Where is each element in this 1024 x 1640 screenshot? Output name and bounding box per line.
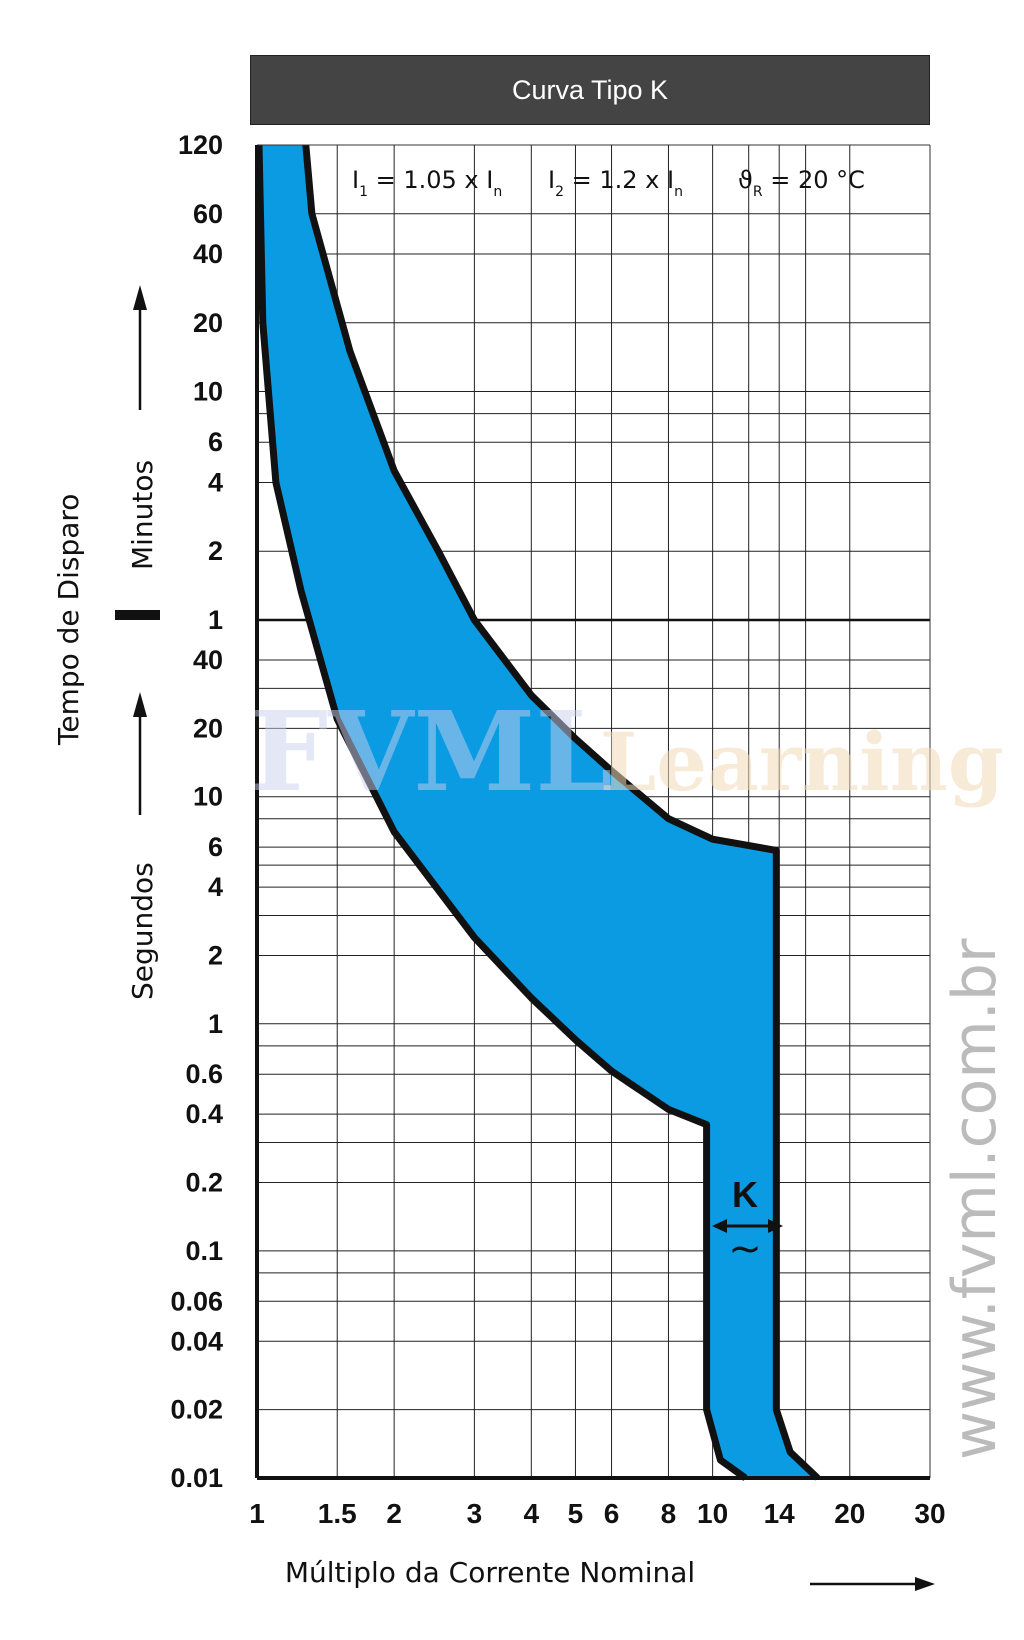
- y-tick-label-seconds: 40: [193, 645, 223, 675]
- x-tick-label: 1: [249, 1498, 265, 1529]
- y-tick-label-seconds: 10: [193, 782, 223, 812]
- watermark-url: www.fvml.com.br: [940, 938, 1010, 1460]
- y-tick-label-minutes: 120: [178, 130, 223, 160]
- lower-trip-curve: [255, 144, 748, 1481]
- trip-band-fill: [259, 145, 818, 1478]
- y-tick-label-seconds: 6: [208, 832, 223, 862]
- x-tick-label: 1.5: [318, 1498, 357, 1529]
- band-width-arrow: [712, 1219, 783, 1233]
- y-tick-labels: 120 60 40 20 10 6 4 2 1 40 20 10 6 4 2 1 0.6 0.4 0.2 0.1 0.0…: [170, 130, 223, 1493]
- watermark-logo-main: FVML: [250, 687, 613, 816]
- x-right-arrow: [810, 1577, 935, 1591]
- y-tick-label-seconds: 0.4: [185, 1099, 223, 1129]
- x-tick-label: 6: [604, 1498, 620, 1529]
- y-tick-label-seconds: 0.01: [170, 1463, 223, 1493]
- x-tick-label: 2: [386, 1498, 402, 1529]
- y-tick-label-minutes: 40: [193, 239, 223, 269]
- y-tick-label-seconds: 0.02: [170, 1395, 223, 1425]
- x-tick-label: 14: [764, 1498, 796, 1529]
- condition-1: I1 = 1.05 x In: [352, 166, 502, 200]
- chart-title: Curva Tipo K: [250, 55, 930, 125]
- x-tick-label: 3: [467, 1498, 483, 1529]
- x-tick-label: 8: [661, 1498, 677, 1529]
- y-tick-label-seconds: 0.6: [185, 1059, 223, 1089]
- band-approx-symbol: ~: [728, 1226, 762, 1272]
- x-tick-labels: 1 1.5 2 3 4 5 6 8 10 14 20 30: [249, 1498, 945, 1529]
- condition-2: I2 = 1.2 x In: [548, 166, 683, 200]
- y-tick-label-seconds: 0.1: [185, 1236, 223, 1266]
- y-tick-label-seconds: 20: [193, 713, 223, 743]
- y-seconds-label: Segundos: [126, 862, 159, 1000]
- y-tick-label-minutes: 2: [208, 536, 223, 566]
- plot-frame: [255, 144, 931, 1480]
- y-axis-label: Tempo de Disparo: [52, 494, 85, 746]
- y-tick-label-seconds: 2: [208, 940, 223, 970]
- conditions-row: I1 = 1.05 x In I2 = 1.2 x In ϑR = 20 °C: [352, 166, 865, 200]
- x-tick-label: 20: [834, 1498, 865, 1529]
- x-tick-label: 30: [914, 1498, 945, 1529]
- minutes-seconds-divider: [115, 610, 160, 620]
- x-tick-label: 5: [568, 1498, 584, 1529]
- y-tick-label-minutes: 10: [193, 377, 223, 407]
- y-tick-label-minutes: 6: [208, 427, 223, 457]
- y-tick-label-seconds: 0.2: [185, 1168, 223, 1198]
- y-minutes-label: Minutos: [126, 460, 159, 570]
- x-tick-label: 4: [524, 1498, 540, 1529]
- y-tick-label-seconds: 4: [208, 872, 223, 902]
- minutes-up-arrow: [133, 285, 147, 410]
- watermark-logo-sub: Learning: [600, 715, 1004, 809]
- y-tick-label-minutes: 4: [208, 467, 223, 497]
- x-axis-label: Múltiplo da Corrente Nominal: [285, 1556, 695, 1589]
- y-tick-label-minutes: 1: [208, 605, 223, 635]
- y-tick-label-seconds: 0.06: [170, 1286, 223, 1316]
- seconds-up-arrow: [133, 692, 147, 815]
- y-tick-label-seconds: 0.04: [170, 1326, 223, 1356]
- band-k-label: K: [732, 1174, 758, 1215]
- y-tick-label-minutes: 20: [193, 308, 223, 338]
- x-tick-label: 10: [697, 1498, 728, 1529]
- condition-3: ϑR = 20 °C: [738, 166, 865, 200]
- y-tick-label-seconds: 1: [208, 1009, 223, 1039]
- y-tick-label-minutes: 60: [193, 199, 223, 229]
